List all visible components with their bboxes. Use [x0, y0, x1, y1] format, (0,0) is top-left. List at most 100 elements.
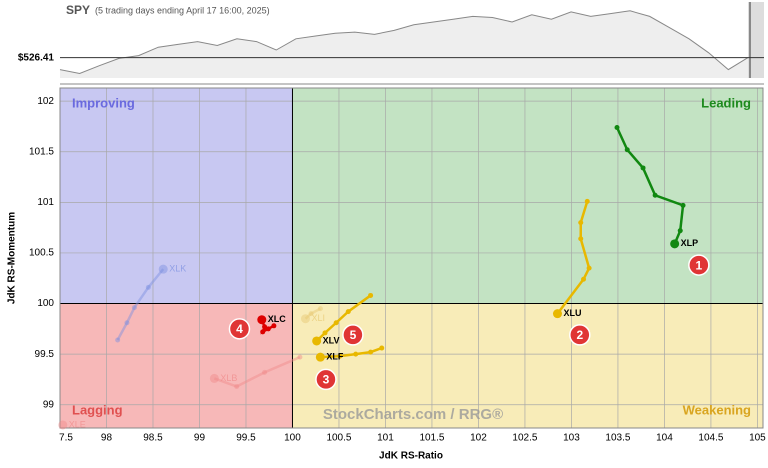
x-tick-label: 101.5	[419, 433, 444, 444]
annotation-marker	[688, 254, 710, 276]
series-label: XLB	[220, 373, 237, 383]
series-label: XLK	[169, 264, 186, 274]
tail	[556, 200, 591, 315]
x-tick-label: 98	[101, 433, 113, 444]
series-label: XLV	[323, 335, 340, 345]
annotation-label: 5	[350, 328, 357, 342]
tail-point	[624, 147, 630, 153]
spy-area	[60, 10, 748, 78]
tail-point	[260, 329, 266, 335]
series-label: XLU	[563, 308, 581, 318]
tail-point	[353, 351, 359, 357]
annotation-marker	[228, 318, 251, 340]
tail-point	[115, 337, 121, 343]
tail-point	[131, 305, 137, 311]
x-tick-label: 98.5	[143, 433, 163, 444]
tail-point	[265, 326, 271, 332]
tail-point	[581, 276, 587, 282]
quadrant	[292, 303, 763, 428]
head	[312, 336, 322, 346]
annotation-marker	[569, 324, 591, 346]
tail-point	[317, 306, 323, 312]
head	[58, 420, 68, 430]
x-tick-label: 102	[470, 433, 487, 444]
tail-point	[680, 202, 686, 208]
x-tick-label: 102.5	[512, 433, 537, 444]
y-tick-label: 100	[37, 298, 54, 309]
quadrant	[292, 88, 763, 304]
x-tick-label: 99.5	[236, 433, 256, 444]
head	[209, 373, 219, 383]
tail-point	[614, 124, 620, 130]
spy-window	[748, 2, 764, 78]
x-tick-label: 99	[194, 433, 206, 444]
annotation-label: 2	[576, 328, 583, 342]
tail-point	[578, 236, 584, 242]
watermark: StockCharts.com / RRG®	[323, 406, 503, 423]
y-tick-label: 101	[37, 197, 54, 208]
annotation-label: 1	[695, 258, 702, 272]
tail-point	[584, 198, 590, 204]
y-tick-label: 99.5	[35, 349, 55, 360]
quadrant-label: Weakening	[683, 402, 751, 417]
tail-point	[308, 311, 314, 317]
series-label: XLI	[311, 313, 325, 323]
x-tick-label: 100.5	[326, 433, 351, 444]
tail-point	[586, 265, 592, 271]
x-tick-label: 7.5	[59, 433, 73, 444]
annotation-label: 4	[236, 322, 243, 336]
tail-point	[379, 345, 385, 351]
tail-point	[368, 349, 374, 355]
annotation-marker	[342, 324, 364, 346]
tail	[213, 356, 301, 388]
quadrant	[60, 88, 293, 304]
tail-point	[677, 228, 683, 234]
y-tick-label: 100.5	[29, 248, 54, 259]
tail	[116, 268, 165, 341]
x-tick-label: 103.5	[605, 433, 630, 444]
head	[670, 239, 680, 249]
x-tick-label: 104	[656, 433, 673, 444]
y-tick-label: 101.5	[29, 146, 54, 157]
head	[552, 309, 562, 319]
tail-point	[234, 384, 240, 390]
series-label: XLE	[69, 419, 86, 429]
x-axis-title: JdK RS-Ratio	[379, 451, 443, 462]
tail-point	[337, 353, 343, 359]
tail-point	[262, 324, 268, 330]
x-tick-label: 104.5	[698, 433, 723, 444]
series-label: XLP	[681, 238, 699, 248]
tail-point	[262, 369, 268, 375]
tail-point	[124, 320, 130, 326]
x-tick-label: 105	[749, 433, 766, 444]
tail-point	[145, 284, 151, 290]
tail-point	[297, 354, 303, 360]
tail	[304, 307, 321, 320]
head	[257, 315, 267, 325]
series-label: XLF	[326, 352, 344, 362]
tail-point	[333, 320, 339, 326]
x-tick-label: 101	[377, 433, 394, 444]
head	[300, 314, 310, 324]
tail-point	[345, 309, 351, 315]
tail-point	[652, 192, 658, 198]
spy-subtitle: (5 trading days ending April 17 16:00, 2…	[95, 5, 270, 15]
x-tick-label: 103	[563, 433, 580, 444]
tail-point	[578, 220, 584, 226]
quadrant-label: Leading	[701, 95, 751, 110]
tail-point	[368, 292, 374, 298]
tail-point	[322, 330, 328, 336]
annotation-label: 3	[323, 373, 330, 387]
spy-line	[59, 10, 749, 75]
spy-title: SPY	[66, 3, 90, 17]
head	[315, 352, 325, 362]
x-tick-label: 100	[284, 433, 301, 444]
head	[158, 264, 168, 274]
tail-point	[640, 165, 646, 171]
reference-label: $526.41	[18, 52, 55, 63]
y-tick-label: 102	[37, 96, 54, 107]
quadrant	[60, 303, 293, 428]
y-axis-title: JdK RS-Momentum	[7, 212, 18, 304]
annotation-marker	[315, 368, 337, 391]
